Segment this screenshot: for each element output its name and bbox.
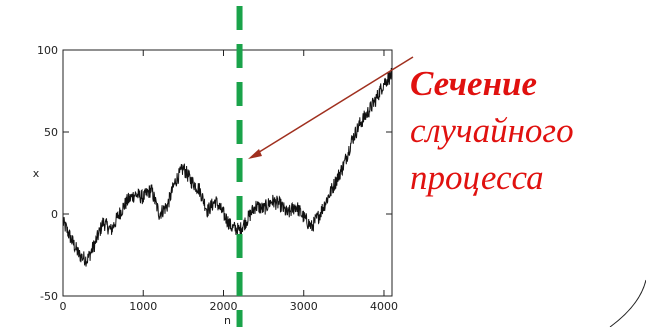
y-tick-label: 100 (37, 44, 58, 57)
annotation-arrowhead (248, 149, 262, 159)
x-tick-label: 3000 (290, 300, 318, 313)
y-axis-label: x (33, 167, 40, 180)
annotation-arrow (255, 56, 414, 155)
y-tick-label: -50 (40, 290, 58, 303)
y-tick-label: 0 (51, 208, 58, 221)
x-tick-label: 0 (60, 300, 67, 313)
random-process-trace (62, 67, 393, 267)
annotation-line-2: случайного (410, 111, 574, 150)
annotation-caption: Сечение случайного процесса (410, 60, 642, 201)
annotation-line-1: Сечение (410, 64, 537, 103)
x-tick-label: 2000 (209, 300, 237, 313)
x-tick-label: 4000 (370, 300, 398, 313)
corner-decoration (609, 279, 646, 328)
annotation-line-3: процесса (410, 158, 544, 197)
y-tick-label: 50 (44, 126, 58, 139)
x-axis-label: n (224, 314, 231, 327)
x-tick-label: 1000 (129, 300, 157, 313)
plot-frame (62, 49, 393, 297)
